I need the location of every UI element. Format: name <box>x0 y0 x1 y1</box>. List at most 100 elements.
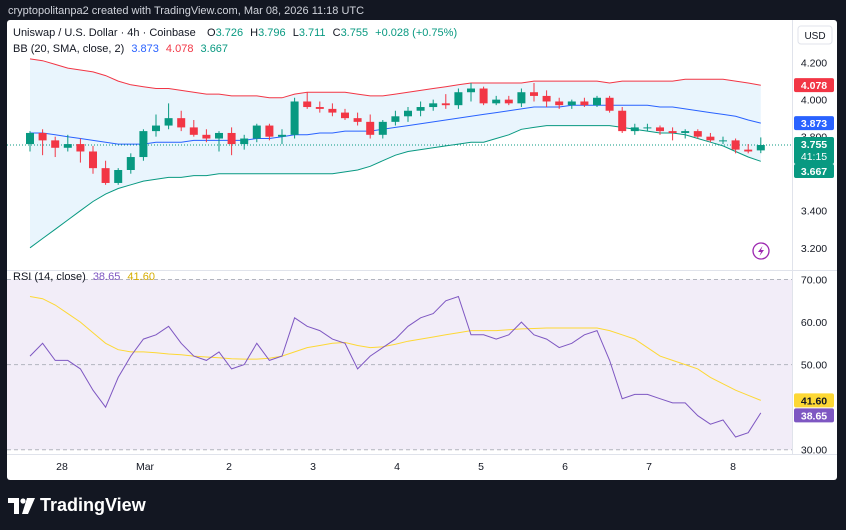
candle-body <box>341 112 349 119</box>
rsi-tick-label: 70.00 <box>801 275 827 287</box>
candle <box>404 107 412 122</box>
svg-text:3.667: 3.667 <box>801 166 827 178</box>
rsi-pane[interactable] <box>7 279 792 451</box>
candle-body <box>303 101 312 108</box>
candle <box>152 114 160 137</box>
candle <box>681 129 690 139</box>
candle-body <box>504 99 513 104</box>
candle-body <box>378 121 387 135</box>
candle-body <box>101 168 110 183</box>
bb-middle-line <box>30 104 761 145</box>
candle <box>643 123 652 132</box>
candle-body <box>429 103 438 108</box>
svg-text:38.65: 38.65 <box>801 410 827 422</box>
candle <box>38 129 47 156</box>
candle <box>114 168 123 185</box>
candle-body <box>731 140 740 150</box>
candle-body <box>265 125 274 137</box>
rsi-axis[interactable]: 70.00 60.00 50.00 30.00 <box>801 275 827 457</box>
tradingview-logo-icon <box>8 497 35 514</box>
candle-body <box>567 101 576 106</box>
candle <box>492 95 501 106</box>
candle <box>278 129 286 145</box>
candle <box>479 86 488 106</box>
candle-body <box>38 132 47 141</box>
bb-lower-line <box>29 125 761 249</box>
candle <box>530 82 538 102</box>
candle-body <box>252 125 261 139</box>
candle <box>441 94 450 109</box>
price-tick-label: 3.400 <box>801 206 827 218</box>
candle <box>756 137 765 154</box>
candle-body <box>164 118 173 126</box>
candle-body <box>656 127 664 132</box>
candle <box>630 123 639 135</box>
candle <box>290 97 299 139</box>
time-tick-label: 28 <box>56 461 68 473</box>
candle <box>215 131 223 152</box>
time-tick-label: 3 <box>310 461 316 473</box>
candle-body <box>366 121 375 135</box>
candle-body <box>240 138 249 145</box>
svg-text:3.755: 3.755 <box>801 139 827 151</box>
candle <box>454 88 463 109</box>
tradingview-logo[interactable]: TradingView <box>8 495 146 516</box>
candle <box>63 134 72 152</box>
rsi-line <box>29 295 762 438</box>
legend: Uniswap / U.S. Dollar · 4h · Coinbase O3… <box>13 27 457 283</box>
candle <box>719 136 727 145</box>
bb-band-fill <box>30 58 761 248</box>
candle-body <box>416 107 425 111</box>
candle-body <box>555 101 564 106</box>
candle <box>656 125 664 135</box>
candle <box>353 112 362 126</box>
candle <box>341 108 349 120</box>
lightning-icon[interactable] <box>752 242 770 260</box>
candle <box>303 92 312 109</box>
tradingview-wordmark: TradingView <box>40 495 146 515</box>
rsi-legend[interactable]: RSI (14, close) 38.65 41.60 <box>13 271 155 283</box>
candle-body <box>152 125 160 132</box>
currency-label[interactable]: USD <box>797 25 833 45</box>
ohlc-readout: O3.726 H3.796 L3.711 C3.755 +0.028 (+0.7… <box>207 27 457 39</box>
svg-text:USD: USD <box>804 31 825 42</box>
candle-body <box>530 92 538 96</box>
symbol-title[interactable]: Uniswap / U.S. Dollar · 4h · Coinbase <box>13 27 196 39</box>
time-tick-label: 4 <box>394 461 400 473</box>
candle <box>731 138 740 154</box>
candle-body <box>139 131 148 158</box>
candle-body <box>227 132 236 145</box>
candle <box>693 129 702 139</box>
candle-body <box>643 127 652 129</box>
candle <box>227 127 236 156</box>
candle <box>517 88 526 108</box>
candle-body <box>63 144 72 148</box>
chart-credit: cryptopolitanpa2 created with TradingVie… <box>8 5 365 17</box>
svg-text:3.873: 3.873 <box>801 118 827 130</box>
candle-body <box>605 97 614 111</box>
candle <box>605 95 614 113</box>
candle-body <box>580 101 589 106</box>
price-pane[interactable] <box>7 58 792 249</box>
svg-text:41.60: 41.60 <box>801 395 827 407</box>
time-tick-label: Mar <box>136 461 155 473</box>
candle-body <box>215 132 223 139</box>
time-axis[interactable]: 28 Mar 2 3 4 5 6 7 8 <box>56 461 736 473</box>
candle <box>580 97 589 108</box>
candle-body <box>353 118 362 122</box>
candle-body <box>593 97 601 106</box>
rsi-ma-line <box>29 296 761 401</box>
candle <box>51 136 60 158</box>
candle <box>328 103 337 117</box>
price-tick-label: 4.000 <box>801 95 827 107</box>
bb-legend[interactable]: BB (20, SMA, close, 2) 3.873 4.078 3.667 <box>13 43 228 55</box>
candle <box>26 131 34 152</box>
candle-body <box>404 110 412 117</box>
candle-body <box>89 151 97 169</box>
candle <box>504 95 513 106</box>
rsi-tick-label: 60.00 <box>801 317 827 329</box>
bb-lower-badge: 3.667 <box>794 164 834 178</box>
